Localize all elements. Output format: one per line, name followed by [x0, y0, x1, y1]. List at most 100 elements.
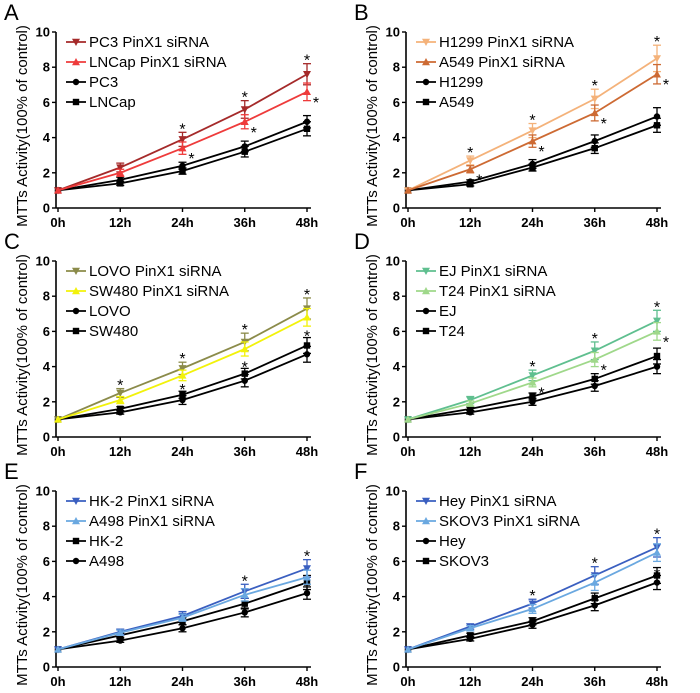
y-tick-label: 2 [393, 394, 400, 409]
series-line [57, 567, 308, 651]
significance-star: * [242, 359, 248, 376]
legend-marker [72, 307, 80, 315]
data-point [179, 391, 186, 398]
legend-label: A549 [439, 94, 474, 111]
data-point [117, 637, 124, 644]
data-point [117, 405, 124, 413]
x-tick-label: 12h [109, 444, 131, 459]
chart-panel-e: E 0 2 4 6 8 10 0h 12h 24h 36h 48h MTTs Activity(100%… [4, 459, 318, 689]
significance-star: * [538, 385, 544, 402]
significance-star: * [251, 125, 257, 142]
data-point [303, 87, 311, 96]
legend-item: A549 PinX1 siRNA [416, 54, 565, 71]
data-point [404, 645, 412, 653]
data-point [590, 355, 599, 363]
legend-marker [422, 557, 430, 565]
data-point [529, 393, 536, 400]
panel-letter: C [4, 229, 20, 254]
y-tick-label: 8 [43, 519, 50, 534]
data-point [240, 345, 249, 353]
data-point [590, 108, 599, 117]
legend-item: Hey PinX1 siRNA [416, 493, 557, 510]
data-point [590, 95, 599, 103]
legend-item: LNCap [66, 94, 136, 111]
legend-item: Hey [416, 533, 466, 550]
data-point [528, 372, 537, 380]
x-tick-label: 24h [521, 444, 543, 459]
chart-panel-d: D 0 2 4 6 8 10 0h 12h 24h 36h 48h MTTs Activity(100%… [354, 229, 669, 459]
legend-label: EJ [439, 303, 457, 320]
significance-star: * [654, 34, 660, 51]
series-a498 [54, 586, 311, 653]
data-point [54, 186, 62, 194]
y-tick-label: 0 [43, 430, 50, 445]
y-tick-label: 6 [393, 324, 400, 339]
y-tick-label: 0 [393, 430, 400, 445]
data-point [466, 624, 475, 632]
x-tick-label: 12h [109, 215, 131, 230]
legend-item: PC3 [66, 74, 118, 91]
data-point [653, 122, 661, 129]
legend-marker [422, 78, 430, 86]
legend-item: PC3 PinX1 siRNA [66, 34, 209, 51]
data-point [653, 352, 661, 360]
legend-marker [422, 307, 430, 315]
data-point [591, 375, 598, 383]
data-point [528, 137, 537, 145]
chart-panel-a: A 0 2 4 6 8 10 0h 12h 24h 36h 48h MTTs Activity(100%… [4, 0, 319, 230]
legend-item: EJ PinX1 siRNA [416, 263, 547, 280]
significance-star: * [304, 329, 310, 346]
x-tick-label: 12h [459, 215, 481, 230]
data-point [116, 628, 125, 636]
x-tick-label: 48h [646, 215, 668, 230]
y-tick-label: 6 [43, 324, 50, 339]
legend-label: EJ PinX1 siRNA [439, 263, 547, 280]
legend-marker [72, 58, 80, 66]
legend-marker [72, 327, 80, 335]
legend-item: HK-2 [66, 533, 123, 550]
y-tick-label: 8 [393, 60, 400, 75]
x-tick-label: 12h [109, 674, 131, 689]
significance-star: * [242, 322, 248, 339]
legend-marker [422, 327, 430, 335]
data-point [529, 618, 536, 625]
significance-star: * [467, 145, 473, 162]
significance-star: * [304, 53, 310, 70]
legend-item: H1299 [416, 74, 483, 91]
data-point [303, 342, 311, 349]
legend-marker [72, 38, 80, 46]
significance-star: * [179, 351, 185, 368]
legend-item: A498 PinX1 siRNA [66, 513, 215, 530]
significance-star: * [654, 527, 660, 544]
x-tick-label: 36h [234, 444, 256, 459]
data-point [179, 167, 186, 175]
y-tick-label: 0 [393, 201, 400, 216]
significance-star: * [663, 77, 669, 94]
legend-label: T24 [439, 323, 465, 340]
data-point [529, 164, 536, 171]
y-tick-label: 6 [393, 554, 400, 569]
y-tick-label: 10 [36, 25, 50, 40]
y-tick-label: 10 [386, 484, 400, 499]
y-tick-label: 10 [386, 25, 400, 40]
data-point [466, 399, 475, 407]
y-tick-label: 2 [43, 165, 50, 180]
data-point [240, 117, 249, 125]
y-tick-label: 0 [393, 660, 400, 675]
data-point [303, 589, 311, 597]
data-point [303, 351, 311, 358]
x-tick-label: 24h [171, 444, 193, 459]
data-point [241, 148, 248, 155]
x-tick-label: 48h [296, 215, 318, 230]
data-point [590, 347, 599, 355]
chart-panel-f: F 0 2 4 6 8 10 0h 12h 24h 36h 48h MTTs Activity(100%… [354, 459, 668, 689]
significance-star: * [304, 287, 310, 304]
y-tick-label: 6 [43, 95, 50, 110]
data-point [116, 396, 125, 404]
legend-item: T24 [416, 323, 465, 340]
x-tick-label: 0h [50, 215, 65, 230]
x-tick-label: 48h [646, 444, 668, 459]
data-point [467, 405, 474, 413]
data-point [404, 186, 412, 194]
